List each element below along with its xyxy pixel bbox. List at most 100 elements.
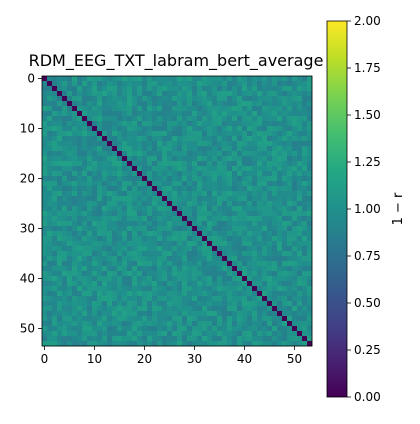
- heatmap-cell: [112, 236, 118, 242]
- heatmap-cell: [292, 256, 298, 262]
- heatmap-cell: [227, 291, 233, 297]
- heatmap-cell: [102, 171, 108, 177]
- heatmap-cell: [107, 186, 113, 192]
- heatmap-cell: [147, 106, 153, 112]
- heatmap-cell: [257, 106, 263, 112]
- heatmap-cell: [282, 96, 288, 102]
- heatmap-cell: [137, 146, 143, 152]
- heatmap-cell: [87, 151, 93, 157]
- heatmap-cell: [167, 191, 173, 197]
- heatmap-cell: [222, 276, 228, 282]
- heatmap-cell: [147, 271, 153, 277]
- heatmap-cell: [182, 166, 188, 172]
- heatmap-cell: [152, 166, 158, 172]
- heatmap-cell: [92, 141, 98, 147]
- heatmap-cell: [132, 231, 138, 237]
- heatmap-cell: [187, 76, 193, 82]
- heatmap-cell: [122, 261, 128, 267]
- heatmap-cell: [132, 331, 138, 337]
- heatmap-cell: [212, 191, 218, 197]
- heatmap-cell: [117, 91, 123, 97]
- heatmap-cell: [127, 296, 133, 302]
- heatmap-cell: [232, 286, 238, 292]
- heatmap-cell: [287, 106, 293, 112]
- heatmap-cell: [207, 176, 213, 182]
- heatmap-cell: [82, 216, 88, 222]
- heatmap-cell: [292, 81, 298, 87]
- heatmap-cell: [302, 116, 308, 122]
- heatmap-cell: [132, 306, 138, 312]
- heatmap-cell: [282, 196, 288, 202]
- heatmap-cell: [157, 226, 163, 232]
- heatmap-cell: [67, 316, 73, 322]
- heatmap-cell: [202, 316, 208, 322]
- heatmap-cell: [292, 246, 298, 252]
- heatmap-cell: [307, 161, 313, 167]
- heatmap-cell: [232, 226, 238, 232]
- heatmap-cell: [87, 241, 93, 247]
- heatmap-cell: [172, 271, 178, 277]
- heatmap-cell: [92, 256, 98, 262]
- heatmap-cell: [292, 116, 298, 122]
- heatmap-cell: [152, 301, 158, 307]
- heatmap-cell: [52, 281, 58, 287]
- heatmap-cell: [237, 276, 243, 282]
- heatmap-cell: [242, 261, 248, 267]
- heatmap-cell: [142, 151, 148, 157]
- heatmap-cell: [282, 141, 288, 147]
- heatmap-cell: [67, 196, 73, 202]
- heatmap-cell: [117, 266, 123, 272]
- heatmap-cell: [207, 291, 213, 297]
- heatmap-cell: [82, 226, 88, 232]
- heatmap-cell: [192, 176, 198, 182]
- heatmap-cell: [282, 216, 288, 222]
- heatmap-cell: [62, 141, 68, 147]
- heatmap-cell: [62, 341, 68, 347]
- heatmap-cell: [152, 161, 158, 167]
- heatmap-cell: [177, 161, 183, 167]
- heatmap-cell: [132, 336, 138, 342]
- heatmap-cell: [77, 86, 83, 92]
- heatmap-cell: [247, 311, 253, 317]
- heatmap-cell: [227, 81, 233, 87]
- heatmap-cell: [242, 221, 248, 227]
- heatmap-cell: [257, 226, 263, 232]
- heatmap-cell: [252, 241, 258, 247]
- heatmap-cell: [247, 336, 253, 342]
- heatmap-cell: [307, 121, 313, 127]
- heatmap-cell: [127, 226, 133, 232]
- heatmap-cell: [167, 106, 173, 112]
- heatmap-cell: [132, 256, 138, 262]
- heatmap-cell: [227, 326, 233, 332]
- heatmap-cell: [72, 91, 78, 97]
- heatmap-cell: [222, 286, 228, 292]
- heatmap-cell: [252, 196, 258, 202]
- heatmap-cell: [212, 86, 218, 92]
- heatmap-cell: [307, 251, 313, 257]
- heatmap-cell: [147, 251, 153, 257]
- heatmap-cell: [122, 196, 128, 202]
- heatmap-cell: [182, 256, 188, 262]
- heatmap-cell: [42, 341, 48, 347]
- heatmap-cell: [222, 101, 228, 107]
- heatmap-cell: [287, 326, 293, 332]
- heatmap-cell: [222, 336, 228, 342]
- heatmap-cell: [177, 271, 183, 277]
- heatmap-cell: [172, 186, 178, 192]
- heatmap-cell: [67, 266, 73, 272]
- heatmap-cell: [42, 226, 48, 232]
- heatmap-cell: [222, 261, 228, 267]
- heatmap-cell: [227, 271, 233, 277]
- heatmap-cell: [57, 201, 63, 207]
- heatmap-cell: [137, 81, 143, 87]
- heatmap-cell: [212, 236, 218, 242]
- heatmap-cell: [122, 266, 128, 272]
- heatmap-cell: [42, 201, 48, 207]
- heatmap-cell-diagonal: [292, 326, 298, 332]
- heatmap-cell: [42, 131, 48, 137]
- heatmap-cell: [67, 126, 73, 132]
- heatmap-cell: [72, 121, 78, 127]
- heatmap-cell: [182, 101, 188, 107]
- heatmap-cell: [172, 166, 178, 172]
